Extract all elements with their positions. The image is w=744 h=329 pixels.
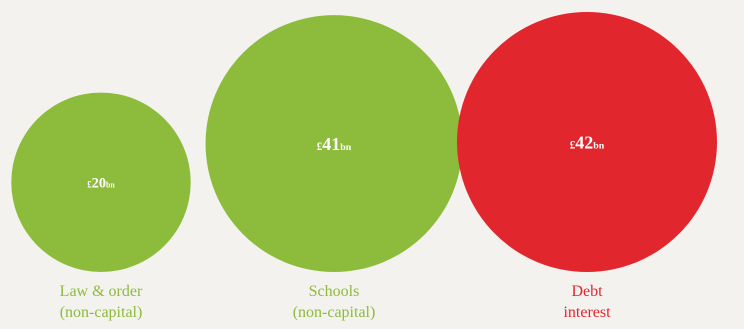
bubble-group: £20bn Law & order (non-capital) [11, 92, 191, 321]
bubble-value-label: £41bn [317, 134, 352, 154]
bubble-category-label: (non-capital) [60, 304, 143, 321]
bubble-group: £41bn Schools (non-capital) [205, 15, 463, 321]
bubble-category-label: interest [563, 304, 611, 321]
currency-symbol: £ [570, 139, 576, 151]
bubble-value-label: £20bn [87, 175, 115, 191]
bubble [11, 92, 191, 273]
currency-symbol: £ [87, 179, 92, 189]
bubble-value-label: £42bn [570, 132, 605, 152]
unit-suffix: bn [593, 140, 604, 151]
bubble [457, 12, 717, 272]
bubble-group: £42bn Debt interest [457, 12, 717, 321]
value-number: 41 [322, 134, 340, 154]
bubble-category-label: Debt [571, 283, 603, 300]
unit-suffix: bn [340, 142, 351, 153]
unit-suffix: bn [106, 180, 115, 189]
value-number: 42 [575, 132, 593, 152]
bubble-category-label: Schools [309, 283, 360, 300]
value-number: 20 [92, 175, 106, 191]
bubble [205, 15, 463, 272]
bubble-category-label: (non-capital) [293, 304, 376, 321]
bubble-category-label: Law & order [60, 283, 143, 300]
currency-symbol: £ [317, 141, 323, 153]
